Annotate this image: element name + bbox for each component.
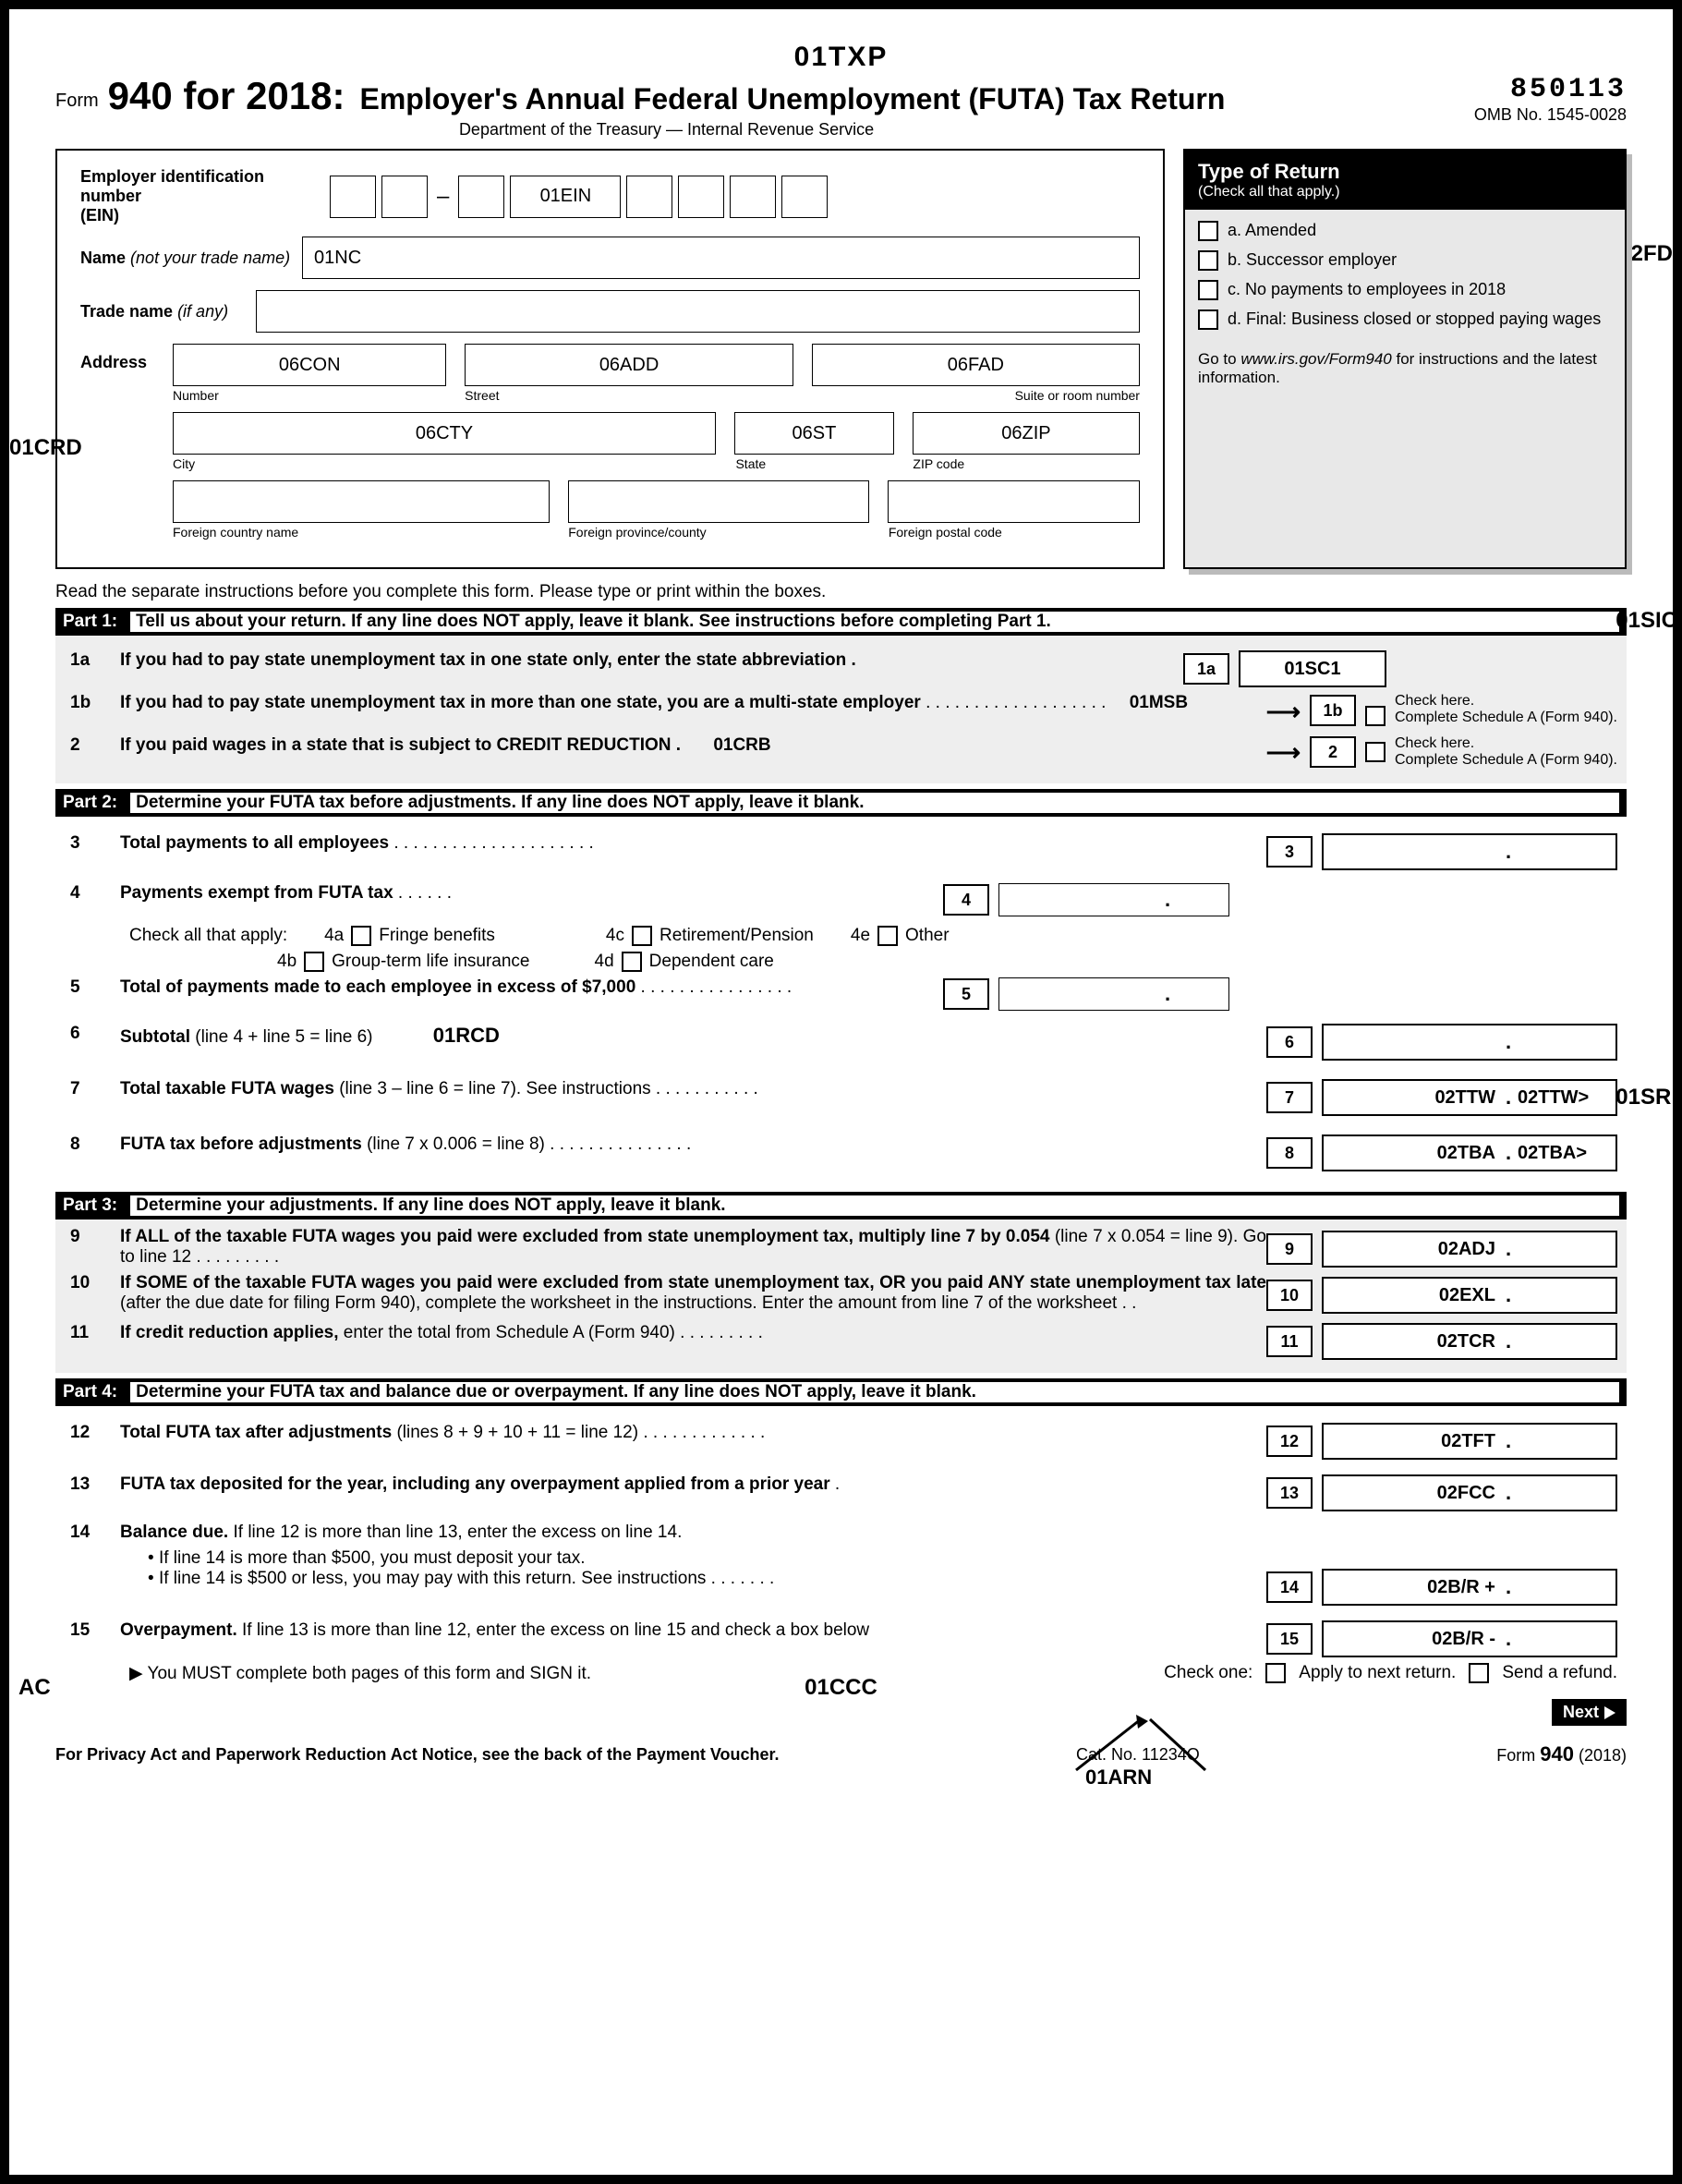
checkbox-4a[interactable] <box>351 926 371 946</box>
name-field[interactable]: 01NC <box>302 237 1140 279</box>
part1-header: Part 1: Tell us about your return. If an… <box>55 608 1627 636</box>
arrow-icon: ⟶ <box>1266 698 1301 726</box>
checkbox-apply-next[interactable] <box>1265 1663 1286 1683</box>
arrow-right-icon <box>1604 1706 1615 1719</box>
addr-zip[interactable]: 06ZIP <box>913 412 1140 455</box>
top-section: 01CRD 02FD Employer identification numbe… <box>55 149 1627 569</box>
line-15-field[interactable]: 02B/R -. <box>1322 1620 1617 1657</box>
identification-box: Employer identification number (EIN) – 0… <box>55 149 1165 569</box>
overlay-01sri: 01SRI <box>1615 1085 1677 1110</box>
line-2-box: 2 <box>1310 736 1356 768</box>
addr-city[interactable]: 06CTY <box>173 412 716 455</box>
ein-cell[interactable] <box>458 176 504 218</box>
form-page: 01TXP Form 940 for 2018: Employer's Annu… <box>0 0 1682 2184</box>
checkbox-4b[interactable] <box>304 952 324 972</box>
form-prefix: Form <box>55 74 99 112</box>
part3-header: Part 3: Determine your adjustments. If a… <box>55 1192 1627 1219</box>
checkbox-final[interactable] <box>1198 309 1218 330</box>
checkbox-nopay[interactable] <box>1198 280 1218 300</box>
arrow-icon: ⟶ <box>1266 738 1301 767</box>
name-label: Name (not your trade name) <box>80 249 302 268</box>
addr-foreign-province[interactable] <box>568 480 870 523</box>
line-13-field[interactable]: 02FCC. <box>1322 1474 1617 1511</box>
addr-foreign-country[interactable] <box>173 480 550 523</box>
checkbox-4e[interactable] <box>877 926 898 946</box>
addr-number[interactable]: 06CON <box>173 344 446 386</box>
checkbox-amended[interactable] <box>1198 221 1218 241</box>
ein-label: Employer identification number (EIN) <box>80 167 330 225</box>
address-label: Address <box>80 344 173 372</box>
line-10-field[interactable]: 02EXL. <box>1322 1277 1617 1314</box>
overlay-01arn: 01ARN <box>1085 1765 1152 1790</box>
page-footer: For Privacy Act and Paperwork Reduction … <box>55 1742 1627 1766</box>
line-14-field[interactable]: 02B/R +. <box>1322 1569 1617 1606</box>
ein-cell[interactable] <box>781 176 828 218</box>
code-850: 850113 <box>1474 74 1627 105</box>
instructions-line: Read the separate instructions before yo… <box>55 582 1627 602</box>
type-of-return-box: Type of Return (Check all that apply.) a… <box>1183 149 1627 569</box>
ein-cell[interactable] <box>381 176 428 218</box>
overlay-ac: AC <box>18 1675 51 1701</box>
part3-body: 9 If ALL of the taxable FUTA wages you p… <box>55 1219 1627 1373</box>
line-5-field[interactable]: . <box>998 977 1229 1011</box>
ein-cell[interactable] <box>678 176 724 218</box>
header-right: 850113 OMB No. 1545-0028 <box>1474 74 1627 125</box>
checkbox-send-refund[interactable] <box>1469 1663 1489 1683</box>
ein-fields: – 01EIN <box>330 176 828 218</box>
ein-cell[interactable] <box>626 176 672 218</box>
overlay-01sic: 01SIC <box>1615 608 1677 634</box>
checkbox-successor[interactable] <box>1198 250 1218 271</box>
omb-number: OMB No. 1545-0028 <box>1474 105 1627 125</box>
line-6-field[interactable]: . <box>1322 1024 1617 1061</box>
trade-field[interactable] <box>256 290 1140 333</box>
part4-body: 12 Total FUTA tax after adjustments (lin… <box>55 1406 1627 1695</box>
form-dept: Department of the Treasury — Internal Re… <box>108 120 1226 140</box>
line-4-field[interactable]: . <box>998 883 1229 916</box>
checkbox-1b[interactable] <box>1365 706 1386 726</box>
overlay-01ccc: 01CCC <box>805 1675 877 1701</box>
line-11-field[interactable]: 02TCR. <box>1322 1323 1617 1360</box>
line-8-field[interactable]: 02TBA.02TBA> <box>1322 1134 1617 1171</box>
addr-foreign-postal[interactable] <box>888 480 1140 523</box>
line-3-field[interactable]: . <box>1322 833 1617 870</box>
part4-header: Part 4: Determine your FUTA tax and bala… <box>55 1378 1627 1406</box>
addr-street[interactable]: 06ADD <box>465 344 793 386</box>
ein-dash: – <box>433 184 453 210</box>
part2-header: Part 2: Determine your FUTA tax before a… <box>55 789 1627 817</box>
checkbox-4c[interactable] <box>632 926 652 946</box>
form-number: 940 for 2018: <box>108 74 345 118</box>
overlay-01crd: 01CRD <box>9 435 82 461</box>
trade-label: Trade name (if any) <box>80 302 256 322</box>
line-1a-box: 1a <box>1183 653 1229 685</box>
line-1b-box: 1b <box>1310 695 1356 726</box>
addr-suite[interactable]: 06FAD <box>812 344 1140 386</box>
ein-cell[interactable] <box>330 176 376 218</box>
line-9-field[interactable]: 02ADJ. <box>1322 1231 1617 1268</box>
type-footer: Go to www.irs.gov/Form940 for instructio… <box>1185 350 1625 400</box>
form-header: Form 940 for 2018: Employer's Annual Fed… <box>55 74 1627 140</box>
line-7-field[interactable]: 02TTW.02TTW> <box>1322 1079 1617 1116</box>
checkbox-4d[interactable] <box>622 952 642 972</box>
line-1a-field[interactable]: 01SC1 <box>1239 650 1386 687</box>
type-subtitle: (Check all that apply.) <box>1198 184 1612 200</box>
ein-mid[interactable]: 01EIN <box>510 176 621 218</box>
top-code: 01TXP <box>794 42 889 73</box>
checkbox-2[interactable] <box>1365 742 1386 762</box>
addr-state[interactable]: 06ST <box>734 412 894 455</box>
part2-body: 01SRI 3 Total payments to all employees … <box>55 817 1627 1186</box>
ein-cell[interactable] <box>730 176 776 218</box>
part1-body: 1a If you had to pay state unemployment … <box>55 636 1627 783</box>
type-title: Type of Return <box>1198 160 1612 184</box>
form-title: Employer's Annual Federal Unemployment (… <box>360 82 1226 116</box>
overlay-02fd: 02FD <box>1618 241 1673 267</box>
line-12-field[interactable]: 02TFT. <box>1322 1423 1617 1460</box>
next-button[interactable]: Next <box>1552 1699 1627 1726</box>
